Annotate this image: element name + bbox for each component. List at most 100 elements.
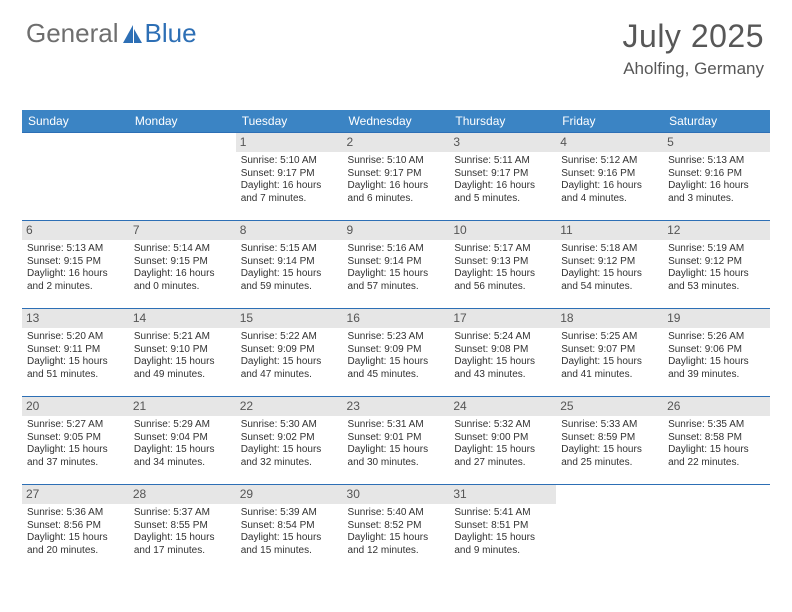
day-number: 17 — [449, 309, 556, 328]
daylight-line: Daylight: 15 hours and 51 minutes. — [27, 356, 124, 381]
day-number: 30 — [343, 485, 450, 504]
calendar-cell: 25Sunrise: 5:33 AMSunset: 8:59 PMDayligh… — [556, 396, 663, 484]
sunset-line: Sunset: 9:00 PM — [454, 432, 551, 445]
sunrise-line: Sunrise: 5:25 AM — [561, 331, 658, 344]
weekday-header: Sunday — [22, 110, 129, 132]
daylight-line: Daylight: 15 hours and 9 minutes. — [454, 532, 551, 557]
sunset-line: Sunset: 9:12 PM — [561, 256, 658, 269]
day-number: 26 — [663, 397, 770, 416]
weekday-header-row: Sunday Monday Tuesday Wednesday Thursday… — [22, 110, 770, 132]
calendar-row: 6Sunrise: 5:13 AMSunset: 9:15 PMDaylight… — [22, 220, 770, 308]
calendar-cell: 28Sunrise: 5:37 AMSunset: 8:55 PMDayligh… — [129, 484, 236, 572]
day-number: 25 — [556, 397, 663, 416]
sunset-line: Sunset: 9:05 PM — [27, 432, 124, 445]
calendar-cell: 22Sunrise: 5:30 AMSunset: 9:02 PMDayligh… — [236, 396, 343, 484]
day-number: 7 — [129, 221, 236, 240]
sail-icon — [121, 23, 143, 45]
calendar-cell: 14Sunrise: 5:21 AMSunset: 9:10 PMDayligh… — [129, 308, 236, 396]
sunset-line: Sunset: 9:09 PM — [348, 344, 445, 357]
sunset-line: Sunset: 9:11 PM — [27, 344, 124, 357]
calendar-cell: 18 Sunrise: 5:25 AMSunset: 9:07 PMDayligh… — [556, 308, 663, 396]
day-number: 15 — [236, 309, 343, 328]
calendar-cell: 1Sunrise: 5:10 AMSunset: 9:17 PMDaylight… — [236, 132, 343, 220]
daylight-line: Daylight: 16 hours and 7 minutes. — [241, 180, 338, 205]
daylight-line: Daylight: 15 hours and 59 minutes. — [241, 268, 338, 293]
sunset-line: Sunset: 9:14 PM — [348, 256, 445, 269]
calendar-cell: 3Sunrise: 5:11 AMSunset: 9:17 PMDaylight… — [449, 132, 556, 220]
calendar-cell: 2Sunrise: 5:10 AMSunset: 9:17 PMDaylight… — [343, 132, 450, 220]
day-number: 19 — [663, 309, 770, 328]
daylight-line: Daylight: 16 hours and 0 minutes. — [134, 268, 231, 293]
day-number: 12 — [663, 221, 770, 240]
sunrise-line: Sunrise: 5:17 AM — [454, 243, 551, 256]
sunrise-line: Sunrise: 5:12 AM — [561, 155, 658, 168]
weekday-header: Thursday — [449, 110, 556, 132]
daylight-line: Daylight: 15 hours and 39 minutes. — [668, 356, 765, 381]
calendar-cell: 12Sunrise: 5:19 AMSunset: 9:12 PMDayligh… — [663, 220, 770, 308]
daylight-line: Daylight: 16 hours and 5 minutes. — [454, 180, 551, 205]
sunrise-line: Sunrise: 5:32 AM — [454, 419, 551, 432]
daylight-line: Daylight: 15 hours and 34 minutes. — [134, 444, 231, 469]
day-number: 20 — [22, 397, 129, 416]
calendar-cell: 26Sunrise: 5:35 AMSunset: 8:58 PMDayligh… — [663, 396, 770, 484]
day-number: 14 — [129, 309, 236, 328]
day-number: 21 — [129, 397, 236, 416]
sunrise-line: Sunrise: 5:41 AM — [454, 507, 551, 520]
daylight-line: Daylight: 15 hours and 12 minutes. — [348, 532, 445, 557]
calendar-cell: 5Sunrise: 5:13 AMSunset: 9:16 PMDaylight… — [663, 132, 770, 220]
day-number: 22 — [236, 397, 343, 416]
calendar-cell: 16Sunrise: 5:23 AMSunset: 9:09 PMDayligh… — [343, 308, 450, 396]
calendar-row: 27Sunrise: 5:36 AMSunset: 8:56 PMDayligh… — [22, 484, 770, 572]
month-title: July 2025 — [623, 18, 764, 55]
sunset-line: Sunset: 9:12 PM — [668, 256, 765, 269]
sunset-line: Sunset: 9:17 PM — [454, 168, 551, 181]
calendar-cell: 19 Sunrise: 5:26 AMSunset: 9:06 PMDayligh… — [663, 308, 770, 396]
sunset-line: Sunset: 9:16 PM — [561, 168, 658, 181]
day-number: 6 — [22, 221, 129, 240]
sunset-line: Sunset: 9:07 PM — [561, 344, 658, 357]
daylight-line: Daylight: 15 hours and 32 minutes. — [241, 444, 338, 469]
daylight-line: Daylight: 16 hours and 6 minutes. — [348, 180, 445, 205]
daylight-line: Daylight: 16 hours and 3 minutes. — [668, 180, 765, 205]
daylight-line: Daylight: 15 hours and 56 minutes. — [454, 268, 551, 293]
calendar-cell: . — [556, 484, 663, 572]
sunrise-line: Sunrise: 5:33 AM — [561, 419, 658, 432]
day-number: 10 — [449, 221, 556, 240]
sunrise-line: Sunrise: 5:37 AM — [134, 507, 231, 520]
sunrise-line: Sunrise: 5:21 AM — [134, 331, 231, 344]
day-number: 16 — [343, 309, 450, 328]
sunset-line: Sunset: 9:13 PM — [454, 256, 551, 269]
daylight-line: Daylight: 15 hours and 45 minutes. — [348, 356, 445, 381]
day-number: 2 — [343, 133, 450, 152]
calendar-cell: 11Sunrise: 5:18 AMSunset: 9:12 PMDayligh… — [556, 220, 663, 308]
calendar-cell: 17Sunrise: 5:24 AMSunset: 9:08 PMDayligh… — [449, 308, 556, 396]
day-number: 28 — [129, 485, 236, 504]
sunset-line: Sunset: 9:06 PM — [668, 344, 765, 357]
calendar-row: 13Sunrise: 5:20 AMSunset: 9:11 PMDayligh… — [22, 308, 770, 396]
sunrise-line: Sunrise: 5:11 AM — [454, 155, 551, 168]
brand-text-1: General — [26, 18, 119, 49]
day-number: 4 — [556, 133, 663, 152]
daylight-line: Daylight: 15 hours and 30 minutes. — [348, 444, 445, 469]
sunrise-line: Sunrise: 5:20 AM — [27, 331, 124, 344]
sunset-line: Sunset: 9:14 PM — [241, 256, 338, 269]
location-subtitle: Aholfing, Germany — [623, 59, 764, 79]
calendar-cell: 24Sunrise: 5:32 AMSunset: 9:00 PMDayligh… — [449, 396, 556, 484]
day-number: 1 — [236, 133, 343, 152]
day-number: 23 — [343, 397, 450, 416]
day-number: 9 — [343, 221, 450, 240]
daylight-line: Daylight: 15 hours and 57 minutes. — [348, 268, 445, 293]
calendar-row: 20Sunrise: 5:27 AMSunset: 9:05 PMDayligh… — [22, 396, 770, 484]
sunset-line: Sunset: 8:58 PM — [668, 432, 765, 445]
day-number: 18 — [556, 309, 663, 328]
calendar-cell: 7Sunrise: 5:14 AMSunset: 9:15 PMDaylight… — [129, 220, 236, 308]
calendar-cell: 15Sunrise: 5:22 AMSunset: 9:09 PMDayligh… — [236, 308, 343, 396]
sunrise-line: Sunrise: 5:26 AM — [668, 331, 765, 344]
weekday-header: Tuesday — [236, 110, 343, 132]
sunrise-line: Sunrise: 5:40 AM — [348, 507, 445, 520]
calendar-cell: 13Sunrise: 5:20 AMSunset: 9:11 PMDayligh… — [22, 308, 129, 396]
daylight-line: Daylight: 15 hours and 41 minutes. — [561, 356, 658, 381]
sunrise-line: Sunrise: 5:35 AM — [668, 419, 765, 432]
calendar-cell: 9Sunrise: 5:16 AMSunset: 9:14 PMDaylight… — [343, 220, 450, 308]
sunrise-line: Sunrise: 5:15 AM — [241, 243, 338, 256]
